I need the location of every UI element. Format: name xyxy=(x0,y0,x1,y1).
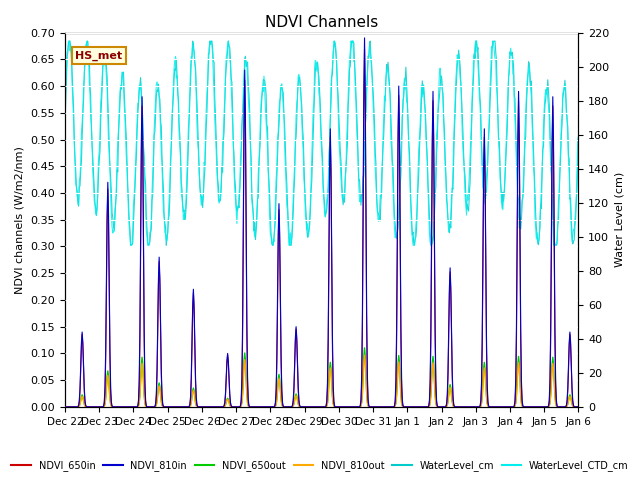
Title: NDVI Channels: NDVI Channels xyxy=(265,15,378,30)
Legend: NDVI_650in, NDVI_810in, NDVI_650out, NDVI_810out, WaterLevel_cm, WaterLevel_CTD_: NDVI_650in, NDVI_810in, NDVI_650out, NDV… xyxy=(8,456,632,475)
Text: HS_met: HS_met xyxy=(76,51,122,61)
Y-axis label: NDVI channels (W/m2/nm): NDVI channels (W/m2/nm) xyxy=(15,146,25,294)
Y-axis label: Water Level (cm): Water Level (cm) xyxy=(615,172,625,267)
